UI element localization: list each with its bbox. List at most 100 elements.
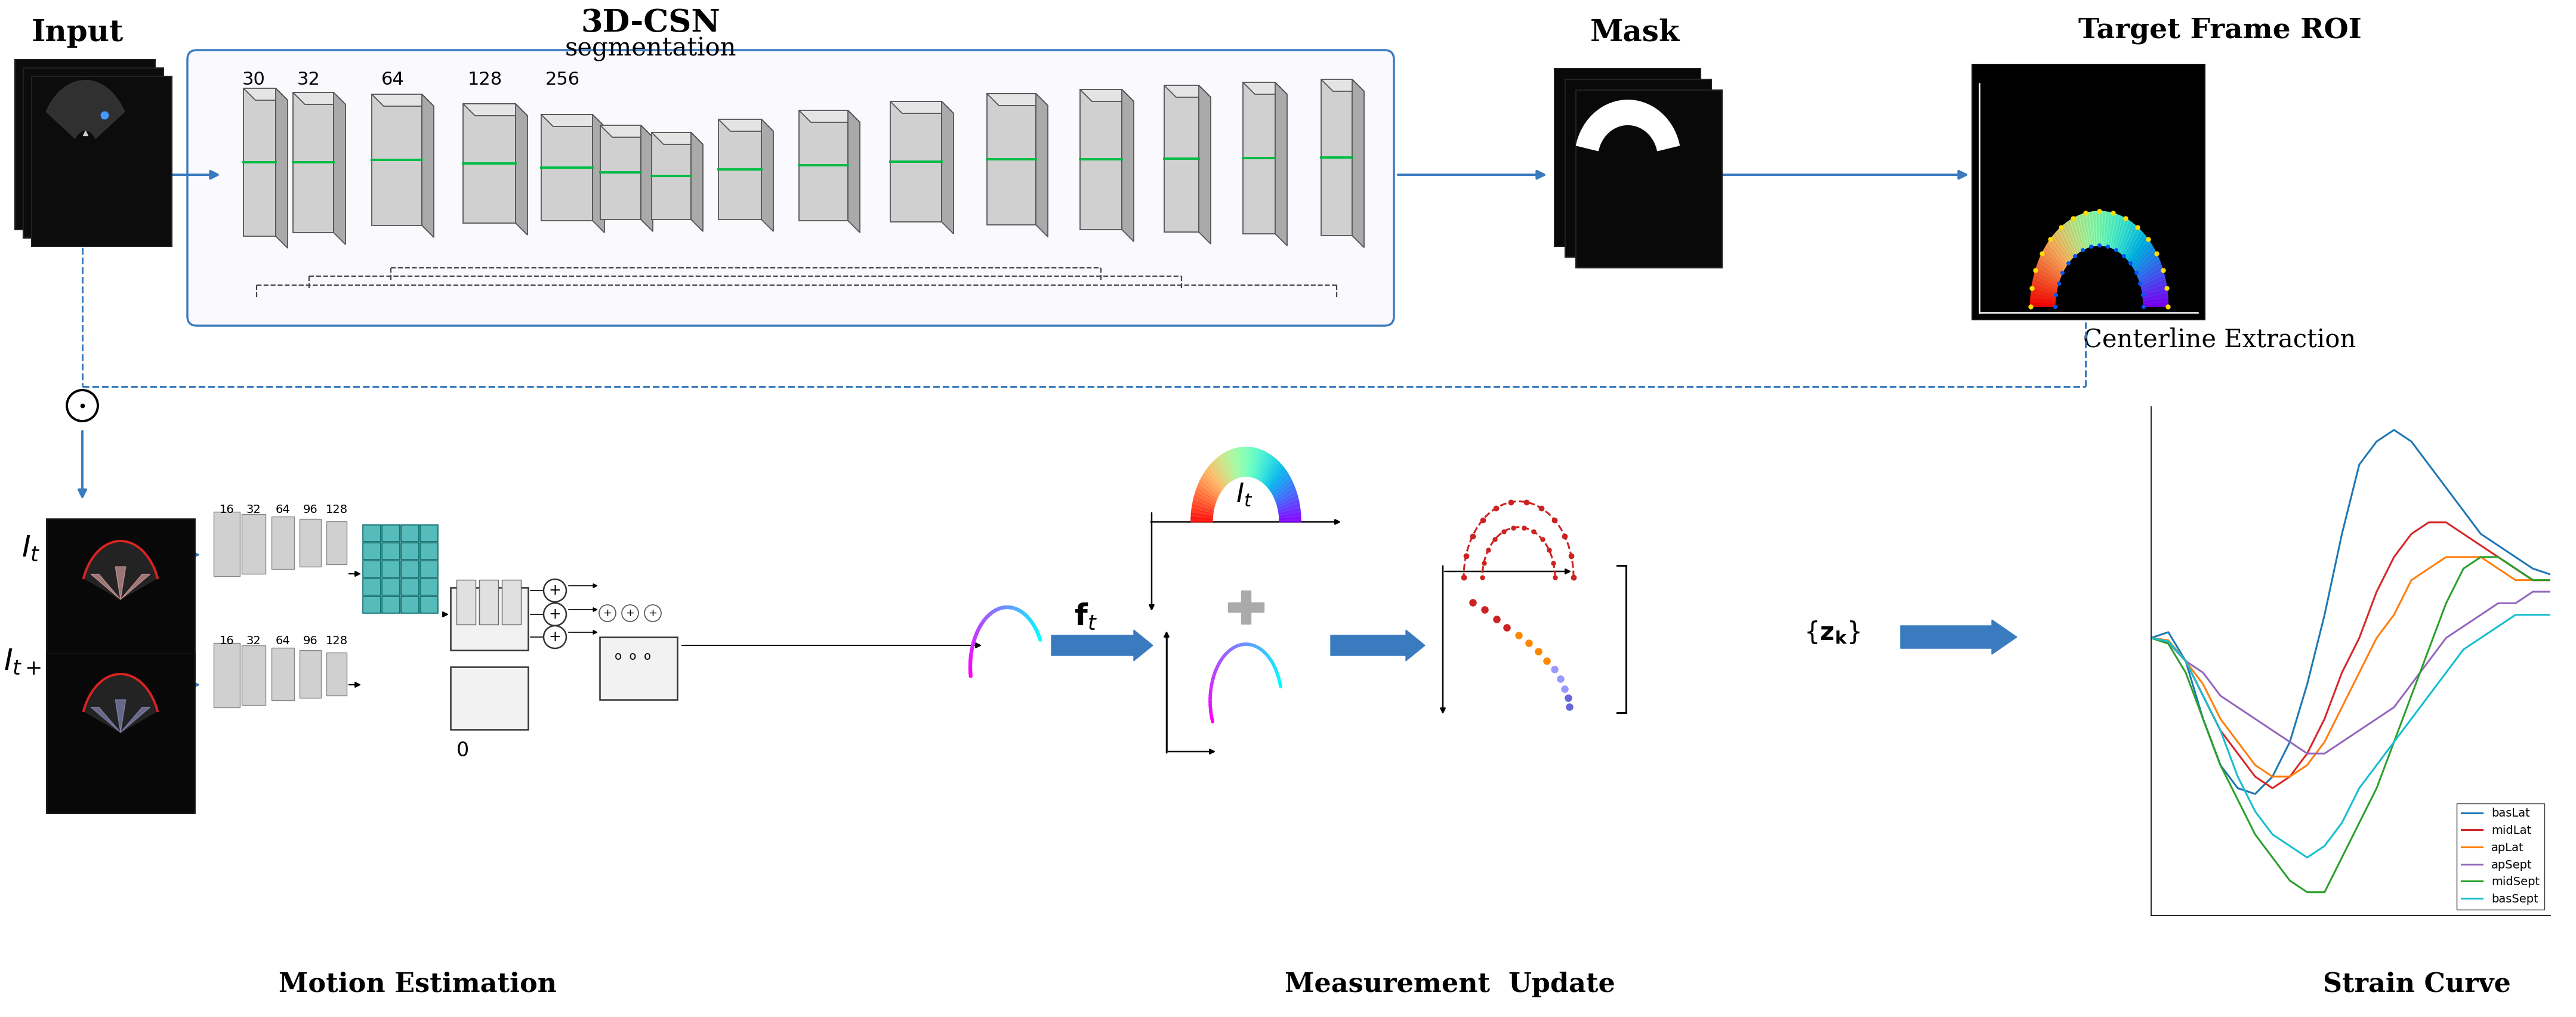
Polygon shape (1208, 465, 1224, 489)
Polygon shape (1121, 89, 1133, 242)
midLat (2293, 747, 2324, 760)
midSept (2432, 597, 2463, 609)
Polygon shape (2125, 230, 2143, 259)
basLat (2535, 569, 2566, 581)
Polygon shape (600, 125, 652, 137)
basSept (2257, 828, 2287, 840)
Polygon shape (2138, 265, 2164, 283)
basSept (2136, 632, 2166, 644)
Bar (402, 597, 420, 613)
midLat (2187, 690, 2218, 702)
basSept (2187, 690, 2218, 702)
Bar (502, 580, 520, 624)
Polygon shape (2143, 302, 2169, 306)
Text: 128: 128 (469, 71, 502, 88)
Polygon shape (276, 88, 289, 248)
Circle shape (621, 605, 639, 621)
Polygon shape (1195, 492, 1216, 506)
basLat (2308, 609, 2339, 621)
Text: Target Frame ROI: Target Frame ROI (2079, 17, 2362, 45)
Bar (420, 597, 438, 613)
midSept (2326, 851, 2357, 863)
Polygon shape (422, 95, 433, 237)
Bar (327, 522, 348, 564)
basLat (2293, 678, 2324, 691)
Polygon shape (2030, 293, 2056, 301)
Circle shape (600, 605, 616, 621)
Polygon shape (2130, 239, 2151, 265)
Polygon shape (1079, 89, 1133, 102)
Polygon shape (1242, 591, 1252, 623)
Polygon shape (1255, 451, 1265, 479)
Polygon shape (2048, 239, 2069, 265)
Bar (294, 93, 332, 233)
midSept (2344, 817, 2375, 829)
basLat (2275, 736, 2306, 749)
FancyArrow shape (1332, 630, 1425, 661)
Bar (1244, 82, 1275, 234)
Polygon shape (2032, 279, 2056, 292)
Polygon shape (1262, 457, 1275, 484)
apSept (2205, 690, 2236, 702)
midLat (2154, 636, 2184, 648)
apLat (2187, 678, 2218, 691)
Polygon shape (2138, 257, 2161, 278)
Bar (381, 579, 399, 595)
Bar (402, 579, 420, 595)
Polygon shape (464, 104, 528, 116)
midSept (2378, 736, 2409, 749)
Text: 16: 16 (219, 636, 234, 647)
Polygon shape (1218, 455, 1231, 482)
apLat (2378, 609, 2409, 621)
Bar (541, 115, 592, 221)
Text: 32: 32 (247, 636, 260, 647)
apSept (2432, 632, 2463, 644)
midLat (2275, 771, 2306, 783)
Polygon shape (2097, 212, 2099, 245)
apSept (2275, 736, 2306, 749)
Polygon shape (2038, 261, 2061, 281)
Polygon shape (1229, 602, 1265, 612)
Polygon shape (592, 115, 605, 233)
Text: +: + (549, 584, 562, 598)
Polygon shape (2141, 275, 2166, 289)
Text: 0: 0 (456, 740, 469, 761)
Bar (420, 543, 438, 559)
Polygon shape (2032, 275, 2058, 289)
apLat (2535, 574, 2566, 586)
Text: 128: 128 (325, 504, 348, 516)
midLat (2447, 528, 2478, 540)
apSept (2362, 713, 2393, 725)
Polygon shape (90, 575, 121, 599)
basLat (2169, 655, 2200, 667)
Text: 64: 64 (276, 504, 291, 516)
Bar (479, 580, 497, 624)
Bar (270, 517, 294, 570)
Text: Input: Input (31, 18, 124, 48)
midLat (2344, 632, 2375, 644)
apSept (2154, 637, 2184, 649)
Text: 32: 32 (296, 71, 319, 88)
apLat (2414, 562, 2445, 575)
Polygon shape (1577, 100, 1680, 151)
apLat (2154, 635, 2184, 647)
Polygon shape (2123, 228, 2141, 257)
Polygon shape (2056, 230, 2074, 259)
Circle shape (544, 603, 567, 625)
Polygon shape (1213, 460, 1229, 485)
apLat (2465, 551, 2496, 563)
Bar (420, 560, 438, 578)
apLat (2308, 736, 2339, 749)
apSept (2239, 713, 2269, 725)
midLat (2362, 586, 2393, 598)
midLat (2257, 782, 2287, 794)
Polygon shape (1200, 477, 1218, 497)
midSept (2396, 690, 2427, 702)
FancyBboxPatch shape (1566, 79, 1710, 257)
Text: 3D-CSN: 3D-CSN (580, 7, 721, 38)
Bar (456, 580, 477, 624)
Bar (299, 650, 322, 698)
Text: $\mathbf{f}_t$: $\mathbf{f}_t$ (1074, 602, 1097, 633)
Polygon shape (2133, 243, 2154, 267)
basSept (2378, 736, 2409, 749)
